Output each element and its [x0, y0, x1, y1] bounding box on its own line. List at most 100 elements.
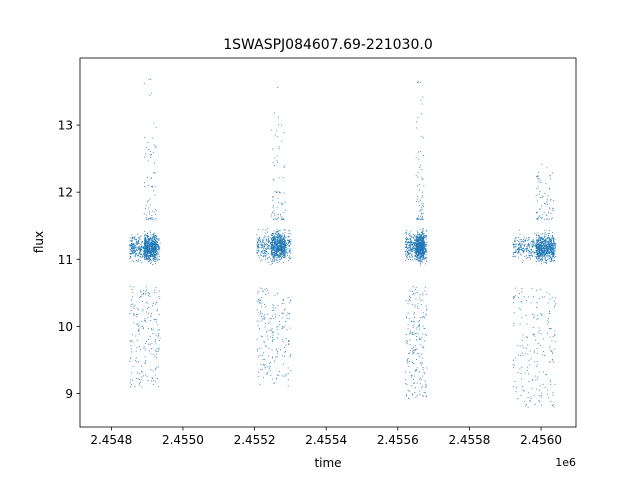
data-point [150, 369, 152, 371]
data-point [131, 260, 133, 262]
data-point [136, 260, 138, 261]
data-point [554, 260, 556, 262]
data-point [148, 238, 150, 239]
data-point [272, 247, 274, 249]
data-point [411, 247, 413, 249]
data-point [276, 239, 278, 241]
data-point [521, 247, 523, 249]
data-point [420, 241, 422, 243]
data-point [544, 236, 546, 238]
data-point [531, 249, 533, 251]
data-point [157, 246, 159, 248]
data-point [140, 245, 142, 247]
data-point [287, 236, 289, 238]
data-point [420, 259, 422, 261]
data-point [273, 382, 275, 384]
data-point [555, 247, 557, 249]
data-point [144, 238, 146, 240]
data-point [133, 246, 135, 247]
data-point [418, 244, 420, 246]
data-point [152, 251, 154, 252]
data-point [549, 218, 550, 220]
data-point [272, 251, 274, 253]
data-point [131, 248, 133, 250]
data-point [411, 248, 413, 250]
data-point [278, 250, 280, 252]
data-point [279, 245, 281, 247]
data-point [527, 397, 529, 399]
data-point [423, 257, 425, 259]
data-point [419, 254, 421, 255]
data-point [533, 314, 535, 316]
data-point [147, 259, 149, 260]
data-point [551, 253, 553, 255]
data-point [133, 248, 135, 250]
data-point [155, 252, 157, 254]
data-point [140, 295, 142, 297]
data-point [523, 239, 525, 241]
data-point [415, 243, 417, 245]
data-point [150, 242, 152, 244]
data-point [528, 245, 530, 246]
data-point [261, 258, 263, 260]
data-point [418, 242, 420, 244]
data-point [278, 254, 280, 256]
data-point [143, 253, 145, 254]
data-point [154, 172, 156, 174]
data-point [408, 353, 410, 355]
data-point [423, 247, 425, 249]
data-point [284, 242, 286, 244]
data-point [538, 244, 540, 245]
data-point [146, 311, 148, 313]
data-point [256, 244, 258, 246]
data-point [551, 241, 552, 243]
data-point [136, 254, 138, 256]
data-point [417, 257, 419, 259]
data-point [551, 358, 553, 360]
data-point [544, 192, 546, 194]
data-point [273, 241, 275, 243]
data-point [269, 366, 271, 368]
data-point [151, 247, 153, 249]
data-point [155, 250, 157, 251]
data-point [148, 258, 150, 260]
data-point [283, 238, 285, 240]
data-point [268, 235, 270, 237]
data-point [545, 247, 547, 249]
data-point [548, 239, 550, 241]
data-point [553, 239, 555, 241]
data-point [272, 304, 274, 306]
data-point [276, 234, 278, 236]
data-point [272, 196, 274, 198]
data-point [145, 217, 147, 219]
data-point [420, 218, 422, 220]
data-point [150, 231, 151, 233]
data-point [157, 252, 158, 254]
data-point [513, 242, 515, 244]
data-point [416, 121, 418, 123]
data-point [539, 255, 541, 257]
data-point [282, 241, 284, 243]
data-point [282, 177, 284, 178]
data-point [148, 261, 150, 263]
data-point [419, 344, 421, 346]
data-point [532, 379, 534, 381]
data-point [135, 359, 137, 361]
data-point [412, 332, 414, 334]
data-point [150, 260, 152, 262]
data-point [414, 333, 416, 335]
data-point [537, 216, 539, 218]
data-point [290, 233, 292, 235]
data-point [272, 238, 274, 240]
data-point [538, 178, 540, 179]
data-point [546, 248, 548, 250]
data-point [412, 244, 413, 246]
data-point [260, 368, 262, 370]
data-point [425, 335, 427, 336]
data-point [549, 243, 551, 245]
data-point [285, 373, 287, 375]
data-point [408, 253, 410, 255]
data-point [143, 213, 145, 215]
data-point [546, 218, 548, 220]
data-point [418, 260, 420, 262]
